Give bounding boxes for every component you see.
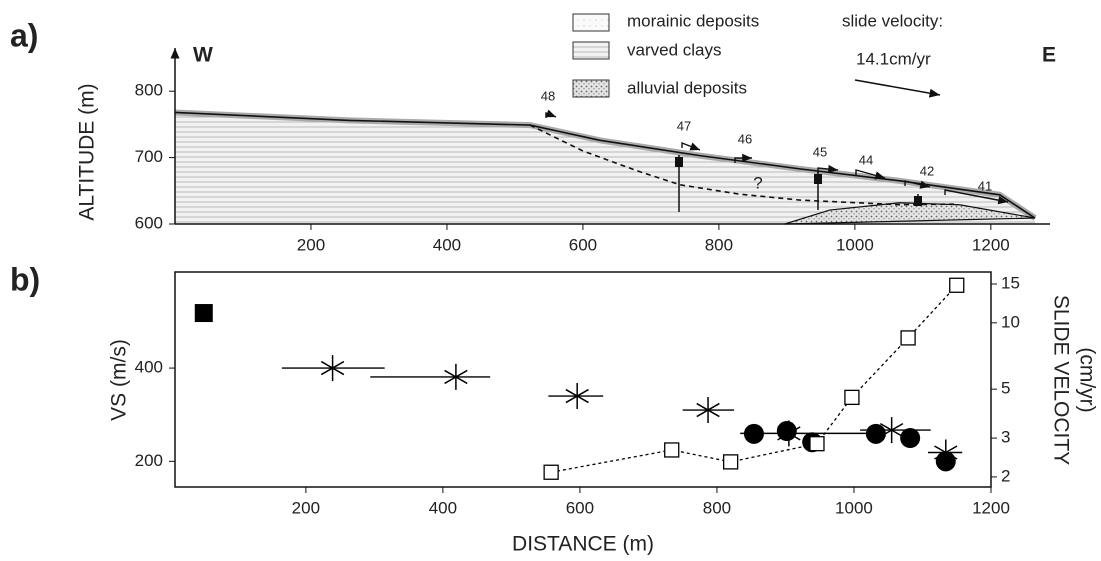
- series-line: [551, 284, 958, 473]
- x-tick-label: 200: [297, 235, 325, 254]
- velocity-arrow: [681, 141, 701, 151]
- annotation: 47: [677, 118, 691, 133]
- y-tick-label: 200: [135, 451, 163, 470]
- x-tick-label: 1200: [972, 498, 1010, 517]
- velocity-label: slide velocity:: [842, 11, 943, 30]
- annotation: ?: [753, 173, 762, 192]
- y-tick-label: 600: [135, 213, 163, 232]
- velocity-arrow: [944, 189, 1009, 205]
- annotation: 48: [541, 88, 555, 103]
- y2-tick-label: 10: [1001, 312, 1020, 331]
- ground-surface: [174, 111, 1036, 219]
- x-tick-label: 400: [433, 235, 461, 254]
- x-tick-label: 1000: [835, 498, 873, 517]
- panel-label: b): [10, 261, 40, 297]
- annotation: 41: [978, 178, 992, 193]
- plot-frame: [174, 271, 992, 488]
- legend-label: varved clays: [627, 40, 721, 59]
- legend-label: alluvial deposits: [627, 78, 747, 97]
- y-tick-label: 800: [135, 81, 163, 100]
- marker-circle: [900, 428, 921, 449]
- x-axis-title: DISTANCE (m): [512, 533, 654, 556]
- y2-axis-title: SLIDE VELOCITY: [1049, 295, 1072, 465]
- y2-axis-title: (cm/yr): [1075, 347, 1098, 412]
- y-tick-label: 400: [135, 358, 163, 377]
- panel-a: 600 700 800 200 400 600 800 1000 1200 48 47 46 45 44 4…: [135, 48, 1050, 254]
- velocity-arrow: [854, 79, 941, 98]
- alluvial-deposits: [784, 202, 1036, 225]
- y-axis-title: ALTITUDE (m): [76, 83, 99, 220]
- annotation: 42: [920, 163, 934, 178]
- y2-tick-label: 15: [1001, 273, 1020, 292]
- direction-label: E: [1042, 44, 1056, 67]
- y-axis-title: VS (m/s): [108, 339, 131, 421]
- x-tick-label: 1000: [836, 235, 874, 254]
- direction-label: W: [193, 44, 213, 67]
- x-tick-label: 200: [292, 498, 320, 517]
- y2-tick-label: 2: [1001, 466, 1010, 485]
- legend-swatch: [572, 41, 610, 60]
- marker-square: [194, 304, 213, 323]
- panel-b: 200 400 600 800 1000 1200 200 400 2 3 5 10 15: [135, 271, 1020, 517]
- marker-open-square: [543, 464, 559, 480]
- velocity-arrow: [545, 109, 557, 118]
- marker-open-square: [949, 277, 965, 293]
- y2-tick-label: 5: [1001, 379, 1010, 398]
- velocity-arrow: [904, 180, 931, 189]
- marker-asterisk: [696, 397, 720, 424]
- x-tick-label: 400: [429, 498, 457, 517]
- velocity-arrow: [855, 169, 886, 180]
- marker-open-square: [722, 454, 739, 470]
- annotation: 45: [813, 144, 827, 159]
- marker-circle: [776, 421, 797, 442]
- annotation: 44: [859, 152, 873, 167]
- panel-label: a): [10, 17, 38, 53]
- annotation: 46: [738, 131, 752, 146]
- legend-swatch: [572, 13, 610, 32]
- x-tick-label: 600: [566, 498, 594, 517]
- marker-asterisk: [444, 363, 468, 390]
- marker-open-square: [900, 330, 916, 346]
- borehole-marker: [814, 174, 822, 184]
- velocity-arrow: [817, 164, 839, 174]
- borehole-marker: [914, 196, 922, 206]
- borehole-marker: [675, 157, 683, 167]
- legend-label: morainic deposits: [627, 11, 759, 30]
- x-tick-label: 1200: [972, 235, 1010, 254]
- marker-asterisk: [565, 383, 589, 410]
- y-tick-label: 700: [135, 147, 163, 166]
- marker-circle: [743, 423, 764, 444]
- x-tick-label: 800: [705, 235, 733, 254]
- marker-open-square: [844, 389, 860, 406]
- x-tick-label: 800: [703, 498, 731, 517]
- marker-circle: [865, 423, 886, 444]
- varved-clays: [175, 112, 1036, 224]
- slip-surface: [529, 124, 957, 206]
- velocity-scale: 14.1cm/yr: [856, 49, 931, 68]
- y2-tick-label: 3: [1001, 428, 1010, 447]
- marker-open-square: [664, 442, 680, 458]
- x-tick-label: 600: [569, 235, 597, 254]
- marker-open-square: [809, 436, 825, 452]
- marker-asterisk: [320, 355, 345, 382]
- velocity-arrow: [734, 153, 752, 163]
- legend-swatch: [572, 79, 610, 98]
- marker-circle: [935, 451, 956, 472]
